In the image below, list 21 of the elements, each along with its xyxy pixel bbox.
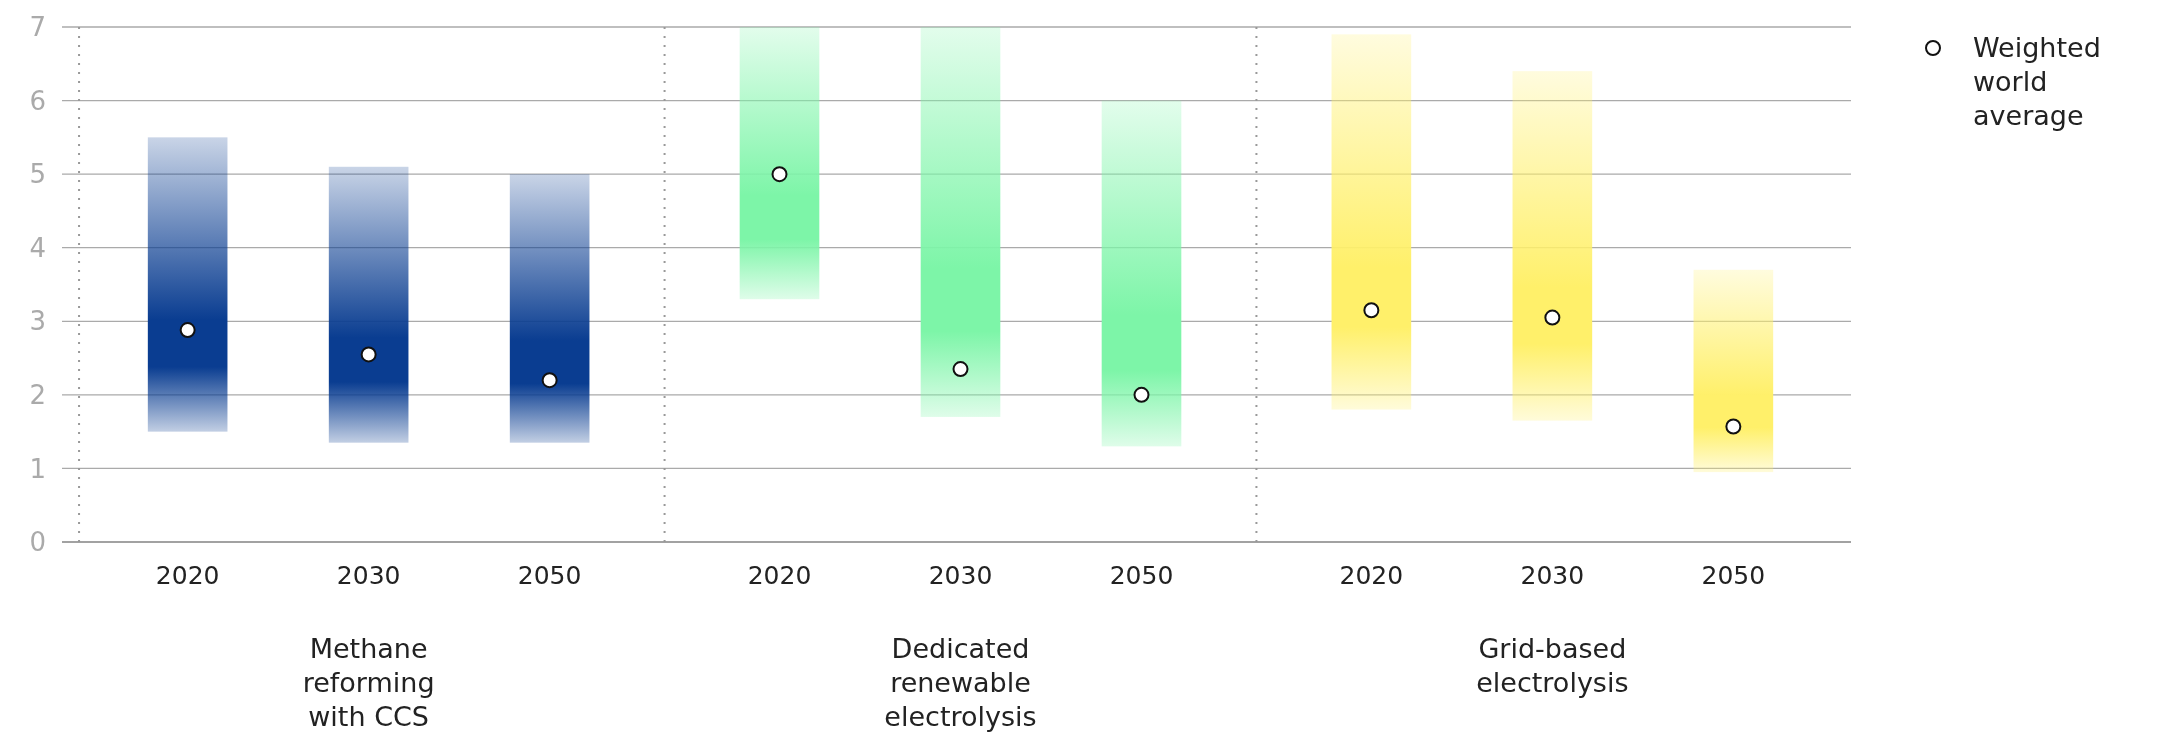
text: Dedicated renewable electrolysis (884, 633, 1037, 732)
x-tick-label: 2030 (1520, 561, 1585, 590)
x-tick-label: 2020 (155, 561, 220, 590)
y-tick-label: 2 (29, 379, 46, 410)
x-tick-label: 2050 (1701, 561, 1766, 590)
legend-label: Weighted world average (1973, 32, 2101, 131)
y-tick-label: 3 (29, 306, 46, 337)
text: Methane reforming with CCS (302, 633, 435, 732)
x-tick-label: 2030 (336, 561, 401, 590)
x-tick-label: 2020 (1339, 561, 1404, 590)
text: Grid-based electrolysis (1476, 633, 1629, 698)
x-tick-label: 2030 (928, 561, 993, 590)
y-tick-label: 5 (29, 159, 46, 190)
y-tick-label: 0 (29, 527, 46, 558)
y-tick-label: 4 (29, 232, 46, 263)
x-tick-label: 2050 (517, 561, 582, 590)
y-tick-label: 7 (29, 12, 46, 43)
y-tick-label: 6 (29, 85, 46, 116)
y-tick-label: 1 (29, 453, 46, 484)
x-tick-label: 2020 (747, 561, 812, 590)
x-tick-label: 2050 (1109, 561, 1174, 590)
